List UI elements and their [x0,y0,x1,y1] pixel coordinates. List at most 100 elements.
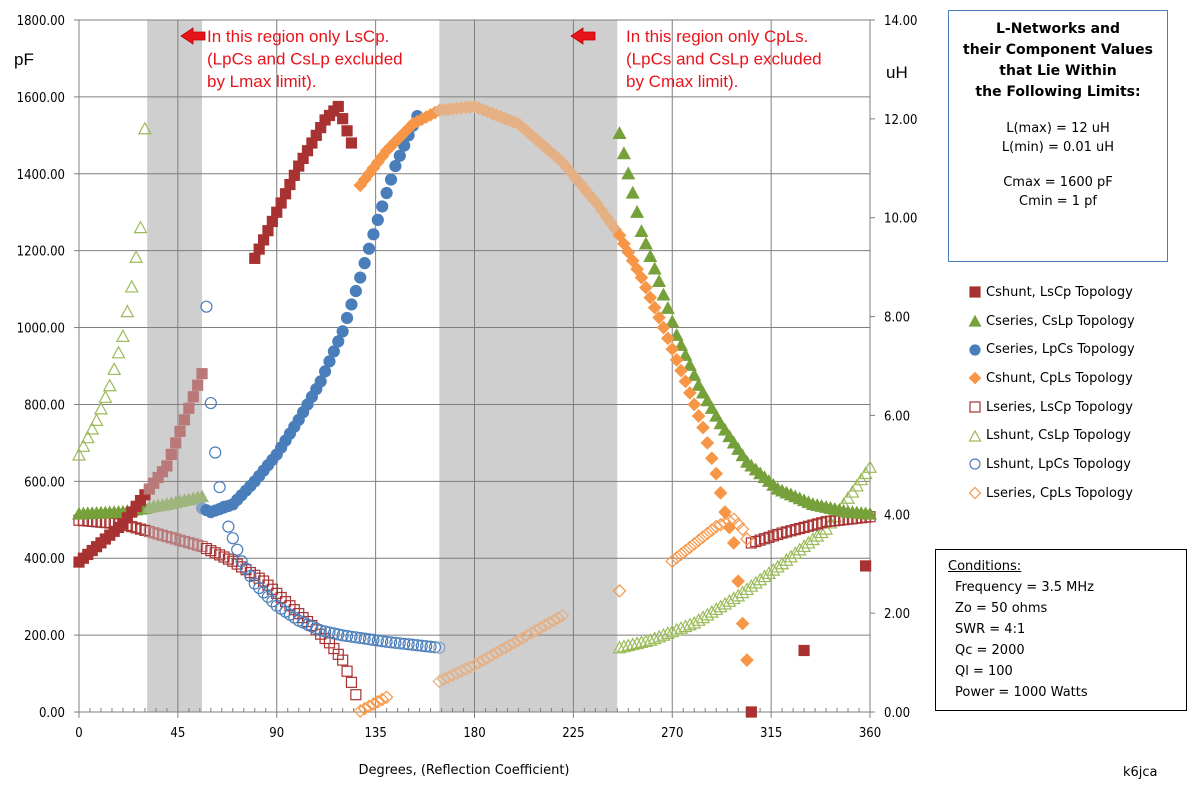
data-point [178,414,191,426]
x-tick-label: 270 [661,726,683,741]
data-point [802,520,815,532]
data-point [120,304,135,318]
legend-label: Cseries, LpCs Topology [986,342,1135,358]
data-point [480,650,495,665]
data-point [261,590,275,603]
data-point [797,539,812,553]
data-point [178,535,191,548]
data-point [257,586,270,599]
y-tick-label: 0.00 [39,706,65,721]
y2-tick-label: 14.00 [884,14,917,29]
data-point [767,530,779,542]
condition-qc: Qc = 2000 [955,643,1025,658]
conditions-box: Conditions: Frequency = 3.5 MHz Zo = 50 … [935,549,1187,711]
data-point [196,540,208,553]
data-point [76,439,91,452]
annotation-line: (LpCs and CsLp excluded [626,50,822,69]
triangle-open-marker-icon [968,429,982,442]
data-point [665,342,680,356]
data-point [341,125,353,137]
data-point [678,374,693,389]
data-point [621,245,636,260]
data-point [731,574,746,589]
data-point [772,528,784,541]
condition-power: Power = 1000 Watts [955,685,1088,700]
data-point [266,595,279,608]
legend-label: Lseries, LsCp Topology [986,399,1133,415]
data-point [192,539,204,551]
y2-tick-label: 8.00 [884,311,910,326]
data-point [249,252,261,264]
data-point [156,529,169,541]
legend-label: Cshunt, CpLs Topology [986,370,1133,386]
data-point [358,632,371,645]
data-point [814,525,829,539]
data-point [222,520,235,533]
x-tick-label: 0 [75,726,82,741]
x-tick-label: 360 [859,726,881,741]
data-point [862,460,878,473]
data-point [687,537,702,551]
data-point [411,639,424,652]
circle-filled-marker-icon [969,344,981,356]
shaded-regions [147,20,618,712]
y-tick-label: 200.00 [24,629,65,644]
legend-item: Lshunt, CsLp Topology [968,421,1135,450]
data-point [621,166,636,180]
legend-item: Cshunt, LsCp Topology [968,278,1135,307]
limits-title-line: that Lie Within [999,63,1117,79]
data-point [625,253,640,268]
data-point [345,137,358,149]
data-point [845,484,860,498]
data-point [354,631,367,645]
data-point [612,228,627,243]
data-point [647,631,662,645]
data-point [757,569,772,583]
limit-lmin: L(min) = 0.01 uH [1001,140,1115,155]
data-point [161,460,173,472]
y2-tick-label: 0.00 [884,706,910,721]
condition-frequency: Frequency = 3.5 MHz [955,580,1094,595]
data-point [529,623,543,638]
data-point [665,624,680,638]
data-point [354,271,367,284]
data-point [336,325,349,338]
legend-label: Lshunt, LpCs Topology [986,456,1131,472]
annotation-line: by Cmax limit). [626,72,738,91]
data-point [85,421,100,435]
data-point [612,640,627,654]
data-point [758,533,771,545]
data-point [801,535,816,549]
data-point [542,616,557,630]
data-point [195,489,210,503]
data-point [638,634,653,647]
series-lseries-cpls-topology [353,512,754,718]
data-point [511,633,526,648]
data-point [205,545,217,557]
data-point [656,627,671,641]
data-point [551,611,565,625]
data-point [691,409,706,423]
axes: 0 45 90 135 180 225 270 315 3600.00200.00400.006… [17,14,918,741]
limits-title-line: L-Networks and [995,21,1121,37]
y2-axis-unit-label: uH [886,63,908,82]
annotation-line: (LpCs and CsLp excluded [207,50,403,69]
data-point [174,425,186,437]
data-point [775,556,790,570]
data-point [380,186,393,200]
data-point [266,215,278,228]
legend-item: Cseries, CsLp Topology [968,307,1135,336]
data-point [811,518,823,530]
data-point [340,629,354,643]
data-point [262,225,274,237]
data-point [735,585,750,599]
data-point [696,420,710,435]
data-point [785,525,797,537]
data-point [288,169,300,181]
data-point [463,660,477,674]
data-point [271,206,283,218]
x-tick-label: 45 [170,726,185,741]
data-point [669,622,684,636]
data-point [323,626,336,639]
data-point [794,522,806,535]
